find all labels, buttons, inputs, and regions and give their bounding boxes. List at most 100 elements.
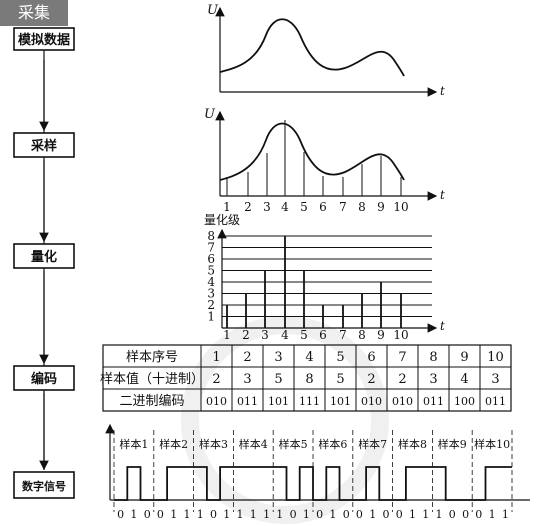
quant-tick-label: 2	[242, 328, 250, 342]
step-box-sampling	[13, 132, 75, 158]
sample-tick-label: 3	[263, 200, 271, 214]
bit-label: 0	[144, 508, 151, 521]
table-cell: 010	[206, 395, 227, 408]
quant-grid	[222, 235, 432, 317]
quant-tick-label: 5	[300, 328, 308, 342]
sampling-plot: U t 1 2 3 4 5 6 7 8 9 10	[204, 107, 445, 214]
table-cell: 010	[361, 395, 382, 408]
table-cell: 8	[305, 372, 313, 387]
quant-bars	[226, 236, 402, 328]
bit-label: 1	[489, 508, 496, 521]
step-box-analog	[13, 27, 75, 51]
bit-label: 0	[210, 508, 217, 521]
quant-level-label: 3	[207, 287, 215, 301]
sample-tick-label: 4	[281, 200, 289, 214]
bit-label: 1	[170, 508, 177, 521]
bit-label: 1	[223, 508, 230, 521]
sample-tick-label: 6	[319, 200, 327, 214]
encoding-table: 样本序号 1 2 3 4 5 6 7 8 9 10 样本值（十进制） 2 3 5 8 5 2 2 3 4 3 二进制编码 01…	[100, 344, 512, 412]
table-cell: 5	[336, 350, 344, 365]
sample-tick-label: 2	[244, 200, 252, 214]
sample-stems	[226, 120, 402, 196]
process-flow: 模拟数据 采样 量化 编码 数字信号	[13, 27, 75, 499]
step-box-encode	[13, 365, 75, 391]
bit-label: 1	[184, 508, 191, 521]
bit-label: 1	[303, 508, 310, 521]
table-row-header: 二进制编码	[119, 394, 184, 409]
table-cell: 2	[367, 372, 375, 387]
sample-group-label: 样本10	[474, 437, 510, 451]
bit-label: 0	[316, 508, 323, 521]
table-cell: 3	[429, 372, 437, 387]
bit-label: 1	[197, 508, 204, 521]
quant-tick-label: 9	[377, 328, 385, 342]
step-label-quantize: 量化	[31, 249, 57, 265]
sample-group-label: 样本3	[199, 437, 228, 451]
bit-label: 0	[290, 508, 297, 521]
sample-group-label: 样本2	[159, 437, 188, 451]
quant-tick-label: 4	[281, 328, 289, 342]
table-cell: 3	[243, 372, 251, 387]
table-cell: 111	[299, 395, 320, 408]
table-cell: 011	[237, 395, 258, 408]
quant-level-label: 5	[207, 264, 215, 278]
sample-tick-label: 5	[300, 200, 308, 214]
step-box-quantize	[13, 243, 75, 269]
sample-group-label: 样本8	[398, 437, 427, 451]
bit-label: 0	[396, 508, 403, 521]
bit-label: 1	[369, 508, 376, 521]
quant-tick-label: 1	[223, 328, 231, 342]
bit-label: 0	[475, 508, 482, 521]
analog-x-label: t	[440, 84, 445, 98]
table-cell: 4	[305, 350, 313, 365]
bit-label: 0	[343, 508, 350, 521]
analog-wave	[219, 18, 405, 77]
table-cell: 2	[243, 350, 251, 365]
quant-tick-label: 7	[339, 328, 347, 342]
quant-level-label: 2	[207, 298, 215, 312]
table-cell: 8	[429, 350, 437, 365]
table-cell: 3	[274, 350, 282, 365]
quant-tick-label: 6	[319, 328, 327, 342]
quant-tick-label: 10	[393, 328, 408, 342]
bit-label: 0	[157, 508, 164, 521]
step-box-digital	[13, 471, 75, 499]
bit-label: 1	[276, 508, 283, 521]
step-label-sampling: 采样	[30, 138, 57, 154]
bit-label: 0	[383, 508, 390, 521]
bit-label: 0	[117, 508, 124, 521]
table-cell: 101	[268, 395, 289, 408]
table-cell: 9	[460, 350, 468, 365]
bit-label: 1	[502, 508, 509, 521]
bit-label: 1	[263, 508, 270, 521]
table-cell: 1	[212, 350, 220, 365]
step-label-analog: 模拟数据	[18, 32, 70, 48]
table-cell: 7	[398, 350, 406, 365]
sampling-y-label: U	[204, 107, 216, 122]
sample-group-label: 样本5	[279, 437, 308, 451]
table-cell: 4	[460, 372, 468, 387]
bit-label: 0	[449, 508, 456, 521]
bit-label: 1	[130, 508, 137, 521]
table-cell: 010	[392, 395, 413, 408]
signal-waveform	[114, 466, 512, 501]
quant-level-label: 8	[207, 229, 215, 243]
capture-badge: 采集	[0, 0, 68, 26]
bit-label: 0	[462, 508, 469, 521]
quant-level-label: 1	[207, 310, 215, 324]
sample-group-label: 样本7	[358, 437, 387, 451]
sample-group-label: 样本1	[119, 437, 148, 451]
table-cell: 101	[330, 395, 351, 408]
table-cell: 011	[423, 395, 444, 408]
bit-label: 1	[329, 508, 336, 521]
table-cell: 2	[212, 372, 220, 387]
table-cell: 011	[485, 395, 506, 408]
bit-label: 1	[422, 508, 429, 521]
table-cell: 6	[367, 350, 375, 365]
table-cell: 2	[398, 372, 406, 387]
bit-label: 1	[409, 508, 416, 521]
analog-plot: U t	[207, 3, 445, 98]
bit-label: 1	[250, 508, 257, 521]
table-cell: 100	[454, 395, 475, 408]
